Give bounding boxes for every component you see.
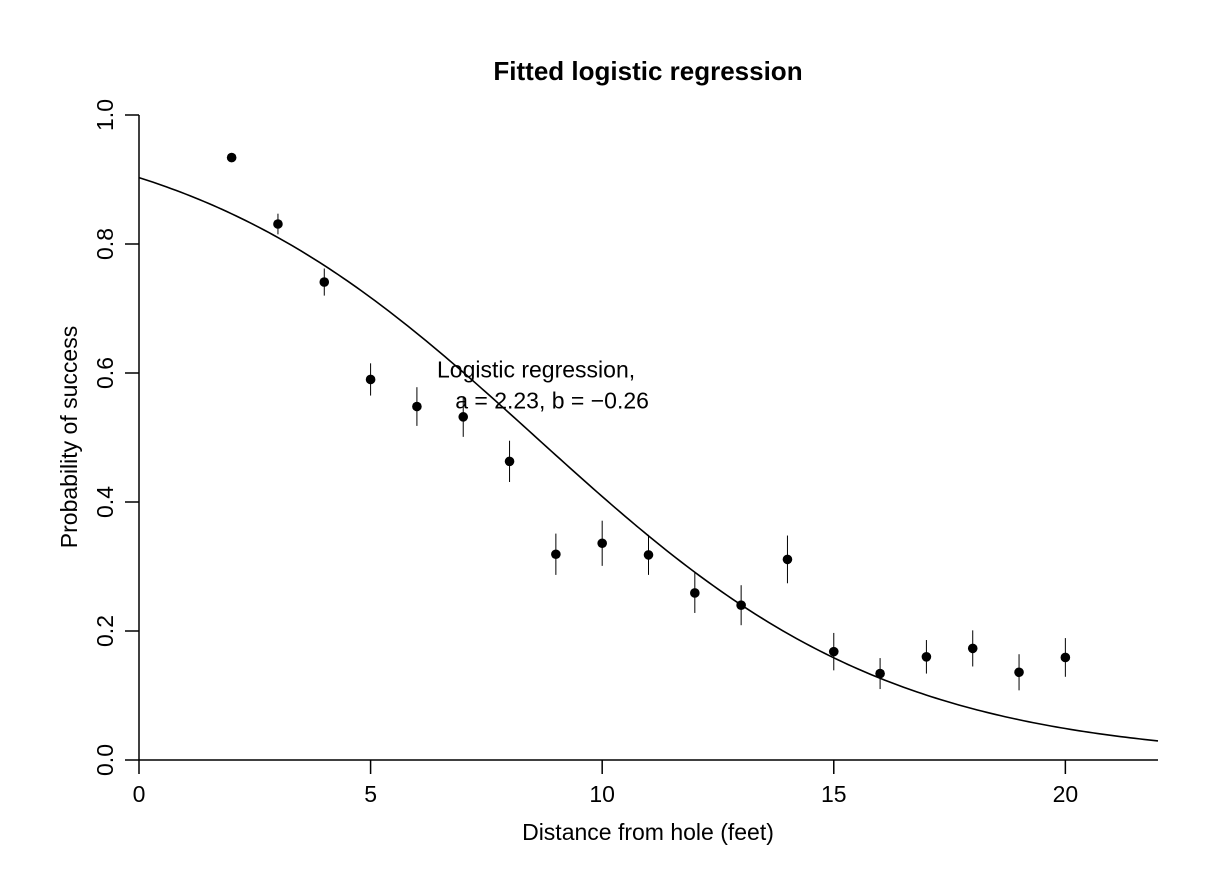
y-tick-label: 0.2 (92, 615, 118, 647)
logistic-fit-curve (138, 176, 1159, 742)
data-point (782, 554, 793, 565)
annotation-line-1: Logistic regression, (437, 356, 635, 382)
x-tick-label: 15 (821, 781, 847, 807)
data-point (828, 646, 839, 657)
x-tick-label: 0 (133, 781, 146, 807)
y-tick-label: 0.4 (92, 486, 118, 518)
data-points (226, 152, 1071, 691)
data-point (458, 412, 469, 422)
x-axis-title: Distance from hole (feet) (522, 819, 774, 845)
y-tick-label: 0.8 (92, 228, 118, 260)
data-point (226, 152, 237, 163)
y-tick-label: 1.0 (92, 99, 118, 131)
data-point (736, 600, 746, 610)
data-point (504, 456, 515, 467)
y-tick-label: 0.0 (92, 744, 118, 776)
chart-title: Fitted logistic regression (493, 56, 802, 86)
data-point (319, 277, 330, 287)
x-axis: 0 5 10 15 20 (133, 759, 1158, 807)
data-point (365, 374, 376, 385)
x-tick-label: 5 (364, 781, 377, 807)
data-point (875, 668, 885, 679)
data-point (690, 588, 700, 598)
data-point (643, 550, 654, 560)
data-point (921, 652, 932, 662)
y-tick-label: 0.6 (92, 357, 118, 389)
data-point (597, 538, 607, 549)
data-point (551, 549, 561, 560)
data-point (1014, 667, 1024, 678)
x-tick-label: 10 (589, 781, 615, 807)
data-point (412, 401, 422, 412)
curve-annotation: Logistic regression, a = 2.23, b = −0.26 (437, 356, 649, 413)
data-point (967, 643, 978, 654)
y-axis-title: Probability of success (56, 326, 82, 548)
y-axis: 0.0 0.2 0.4 0.6 0.8 1.0 (92, 99, 140, 776)
annotation-line-2: a = 2.23, b = −0.26 (455, 387, 649, 413)
data-point (1060, 652, 1071, 663)
data-point (273, 219, 283, 229)
x-tick-label: 20 (1053, 781, 1079, 807)
